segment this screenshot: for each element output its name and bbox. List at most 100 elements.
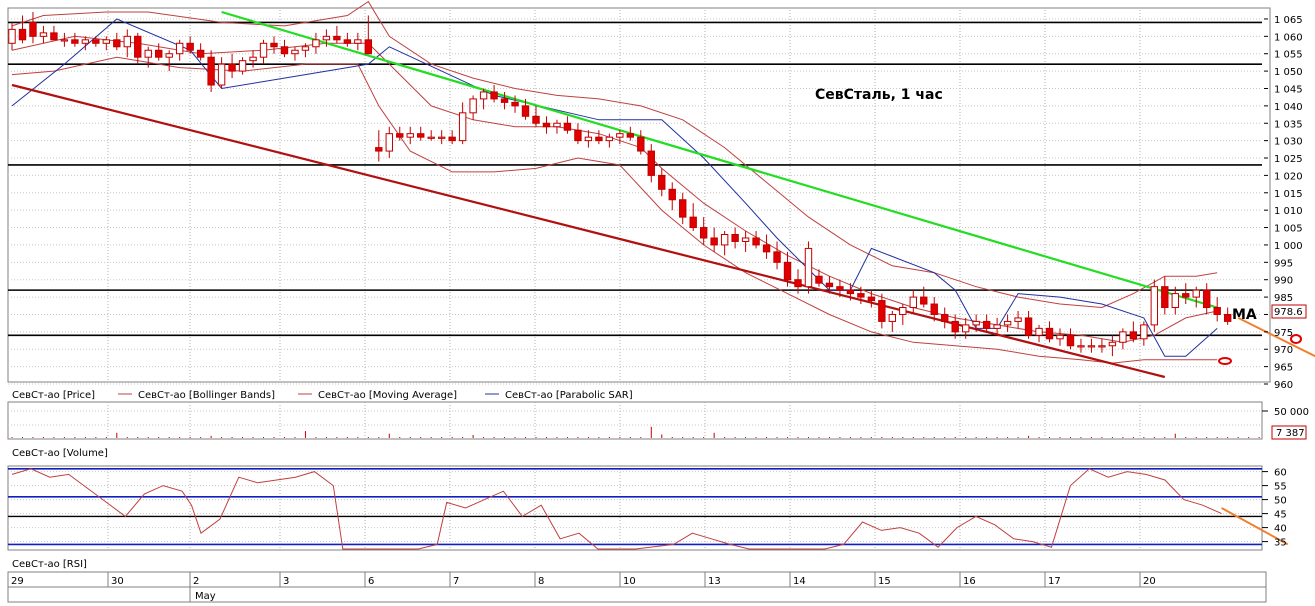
price-levels <box>8 21 1262 337</box>
date-label: 15 <box>878 576 891 587</box>
rsi-tick-label: 60 <box>1274 468 1287 479</box>
rsi-tick-label: 40 <box>1274 524 1287 535</box>
price-tick-label: 1 030 <box>1274 137 1303 148</box>
candle-down <box>1213 307 1221 315</box>
rsi-series <box>11 468 1289 550</box>
price-tick-label: 975 <box>1274 328 1293 339</box>
legend-entry: СевСт-ао [Bollinger Bands] <box>138 390 275 401</box>
candle-down <box>1203 289 1211 309</box>
date-label: 8 <box>538 576 544 587</box>
candle-up <box>1119 331 1127 343</box>
candle-down <box>29 21 37 37</box>
candle-down <box>1045 327 1054 340</box>
candle-up <box>301 46 310 51</box>
volume-bars <box>11 426 1260 438</box>
candle-up <box>993 324 1001 329</box>
candle-up <box>616 133 624 138</box>
date-label: 10 <box>623 576 636 587</box>
rsi-tick-label: 35 <box>1274 538 1287 549</box>
candle-up <box>1192 289 1200 298</box>
candle-down <box>343 39 352 44</box>
candle-up <box>427 136 435 139</box>
rsi-grid <box>8 466 1262 550</box>
candle-up <box>720 234 729 246</box>
candle-up <box>909 296 917 309</box>
price-tick-label: 990 <box>1274 276 1293 287</box>
candle-up <box>81 39 90 44</box>
candle-down <box>836 286 844 291</box>
candle-up <box>406 133 414 138</box>
candle-down <box>92 39 100 44</box>
candle-down <box>574 129 582 142</box>
rsi-tick-label: 55 <box>1274 482 1287 493</box>
candle-down <box>1024 317 1033 336</box>
candle-down <box>196 49 205 58</box>
candle-down <box>207 56 215 86</box>
date-label: 14 <box>793 576 806 587</box>
month-label: May <box>195 591 216 602</box>
marker-circle-lower <box>1218 357 1232 365</box>
candle-down <box>511 101 519 107</box>
candle-up <box>354 39 362 44</box>
volume-last-box <box>1271 425 1307 440</box>
rsi-tick-label: 45 <box>1274 510 1287 521</box>
candle-down <box>941 313 949 322</box>
candle-up <box>144 49 152 58</box>
candle-up <box>60 39 69 42</box>
candle-up <box>804 247 813 288</box>
date-label: 3 <box>283 576 289 587</box>
price-tick-label: 960 <box>1274 380 1293 391</box>
candle-up <box>1056 334 1064 340</box>
candle-down <box>490 91 498 100</box>
candle-down <box>71 39 79 44</box>
price-axis-ticks: 1 065 1 060 1 055 1 050 1 045 1 040 1 035 1 030… <box>1264 15 1303 391</box>
candle-down <box>647 150 655 176</box>
candle-down <box>731 234 739 242</box>
candle-up <box>479 91 488 100</box>
trend-line-red <box>11 83 1166 379</box>
forecast-arrow-line <box>1237 317 1315 358</box>
candle-down <box>637 136 645 152</box>
date-axis: 29 30 2 3 6 7 8 10 13 14 15 16 17 20 <box>11 572 1156 587</box>
candle-up <box>259 42 268 58</box>
candle-up <box>741 237 750 242</box>
candle-down <box>857 293 865 298</box>
ma-annotation: MA <box>1232 307 1257 323</box>
candle-up <box>553 122 561 128</box>
candle-up <box>961 324 970 333</box>
candle-down <box>668 188 676 201</box>
rsi-tick-label: 50 <box>1274 496 1287 507</box>
candle-down <box>846 289 855 295</box>
candle-down <box>1182 293 1190 298</box>
candle-down <box>815 275 823 284</box>
candle-up <box>8 28 16 44</box>
candle-down <box>783 261 792 281</box>
date-label: 20 <box>1143 576 1156 587</box>
candle-up <box>291 49 299 55</box>
date-label: 29 <box>11 576 24 587</box>
rsi-plot-frame <box>7 465 1263 551</box>
candle-down <box>762 244 771 253</box>
price-tick-label: 1 000 <box>1274 241 1303 252</box>
candle-up <box>1171 293 1179 309</box>
candle-up <box>102 39 111 44</box>
rsi-panel-label: СевСт-ао [RSI] <box>12 559 87 570</box>
candle-down <box>1066 334 1075 347</box>
candle-down <box>689 216 697 229</box>
candle-down <box>50 32 58 41</box>
date-label: 30 <box>111 576 124 587</box>
price-candles <box>8 12 1232 357</box>
candle-up <box>1098 345 1106 348</box>
price-tick-label: 1 050 <box>1274 67 1303 78</box>
candle-up <box>39 32 48 37</box>
trend-line-green <box>221 10 1218 309</box>
date-label: 7 <box>453 576 459 587</box>
legend-entry: СевСт-ао [Moving Average] <box>318 390 457 401</box>
candle-down <box>982 320 991 329</box>
legend: СевСт-ао [Price] СевСт-ао [Bollinger Band… <box>12 390 633 401</box>
candle-down <box>951 320 959 333</box>
candle-down <box>542 122 551 128</box>
date-label: 16 <box>963 576 976 587</box>
candle-down <box>1223 313 1232 322</box>
chart-title: СевСталь, 1 час <box>815 87 943 103</box>
